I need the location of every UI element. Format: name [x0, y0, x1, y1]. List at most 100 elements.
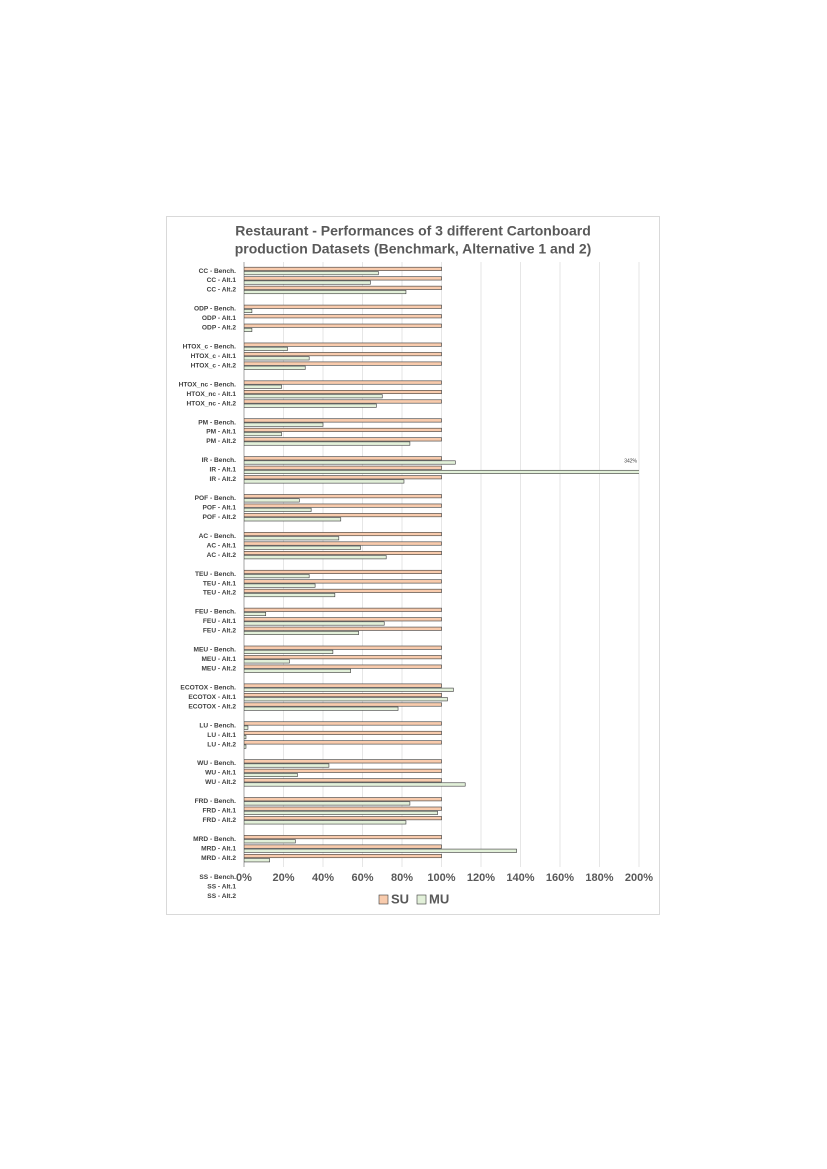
legend-label: MU [429, 891, 449, 906]
bar [244, 422, 324, 427]
bar [244, 763, 330, 768]
bar [244, 437, 442, 442]
bar [244, 579, 442, 584]
y-tick-label: CC - Bench. [199, 268, 237, 275]
bar [244, 479, 405, 484]
y-tick-label: AC - Bench. [199, 533, 237, 540]
bar [244, 441, 411, 446]
bar [244, 735, 247, 740]
y-tick-label: IR - Bench. [202, 457, 237, 464]
y-tick-label: ODP - Alt.2 [202, 325, 236, 332]
bar [244, 693, 442, 698]
bar [244, 346, 288, 351]
y-tick-label: WU - Alt.1 [205, 770, 236, 777]
y-tick-label: MEU - Alt.1 [201, 656, 236, 663]
bar [244, 456, 442, 461]
y-tick-label: MEU - Alt.2 [201, 665, 236, 672]
y-tick-label: ECOTOX - Bench. [180, 684, 236, 691]
y-tick-label: MRD - Alt.2 [201, 855, 236, 862]
bar [244, 304, 442, 309]
bar [244, 835, 442, 840]
y-tick-label: IR - Alt.2 [210, 476, 237, 483]
legend-swatch [378, 894, 389, 905]
bar [244, 848, 517, 853]
bar [244, 659, 290, 664]
bars [244, 266, 639, 863]
bar [244, 342, 442, 347]
bar [244, 394, 383, 399]
y-tick-label: AC - Alt.2 [207, 552, 237, 559]
bar [244, 655, 442, 660]
bar [244, 612, 267, 617]
y-tick-label: POF - Alt.2 [203, 514, 237, 521]
x-tick-label: 80% [391, 872, 413, 884]
y-tick-label: TEU - Alt.1 [203, 580, 236, 587]
legend-label: SU [391, 891, 409, 906]
y-tick-label: FRD - Alt.1 [203, 808, 237, 815]
y-tick-label: PM - Alt.2 [206, 438, 236, 445]
y-tick-label: IR - Alt.1 [210, 467, 237, 474]
labels: 0% 20% 40% 60% 80% 100% 120% 140% 160% 180% 200% CC… [179, 268, 654, 907]
bar [244, 390, 442, 395]
y-tick-label: FRD - Alt.2 [203, 817, 237, 824]
y-tick-label: HTOX_c - Bench. [183, 344, 237, 351]
bar [244, 630, 359, 635]
bar [244, 839, 296, 844]
bar [244, 683, 442, 688]
y-tick-label: MRD - Bench. [193, 836, 236, 843]
bar [244, 403, 377, 408]
bar [244, 801, 411, 806]
bar [244, 844, 442, 849]
bar [244, 308, 253, 313]
value-label: 342% [624, 459, 637, 465]
x-tick-label: 20% [272, 872, 294, 884]
legend-swatch [416, 894, 427, 905]
x-tick-label: 140% [506, 872, 534, 884]
bar [244, 356, 310, 361]
bar [244, 427, 442, 432]
y-tick-label: SS - Alt.2 [207, 893, 236, 900]
y-tick-label: ODP - Alt.1 [202, 315, 236, 322]
bar [244, 854, 442, 859]
bar [244, 384, 282, 389]
bar [244, 645, 442, 650]
bar [244, 323, 442, 328]
bar [244, 545, 361, 550]
bar [244, 626, 442, 631]
bar [244, 858, 270, 863]
bar [244, 721, 442, 726]
y-tick-label: LU - Bench. [199, 722, 236, 729]
bar [244, 327, 253, 332]
x-tick-label: 60% [351, 872, 373, 884]
y-tick-label: ECOTOX - Alt.1 [188, 694, 236, 701]
y-tick-label: AC - Alt.1 [207, 542, 237, 549]
bar [244, 574, 310, 579]
y-tick-label: POF - Alt.1 [203, 505, 237, 512]
y-tick-label: ECOTOX - Alt.2 [188, 703, 236, 710]
bar [244, 555, 387, 560]
bar [244, 820, 407, 825]
bar [244, 280, 371, 285]
y-tick-label: TEU - Bench. [195, 571, 236, 578]
bar [244, 810, 438, 815]
bar [244, 773, 298, 778]
bar [244, 498, 300, 503]
y-tick-label: PM - Bench. [198, 419, 236, 426]
bar [244, 276, 442, 281]
y-tick-label: FRD - Bench. [195, 798, 237, 805]
y-tick-label: TEU - Alt.2 [203, 590, 236, 597]
y-tick-label: ODP - Bench. [194, 306, 236, 313]
bar [244, 759, 442, 764]
bar [244, 432, 282, 437]
bar [244, 607, 442, 612]
bar [244, 550, 442, 555]
y-tick-label: WU - Alt.2 [205, 779, 236, 786]
bar [244, 361, 442, 366]
bar [244, 740, 442, 745]
bar [244, 399, 442, 404]
bar [244, 730, 442, 735]
bar [244, 352, 442, 357]
bar [244, 725, 249, 730]
chart-title: production Datasets (Benchmark, Alternat… [235, 241, 592, 257]
bar [244, 460, 456, 465]
